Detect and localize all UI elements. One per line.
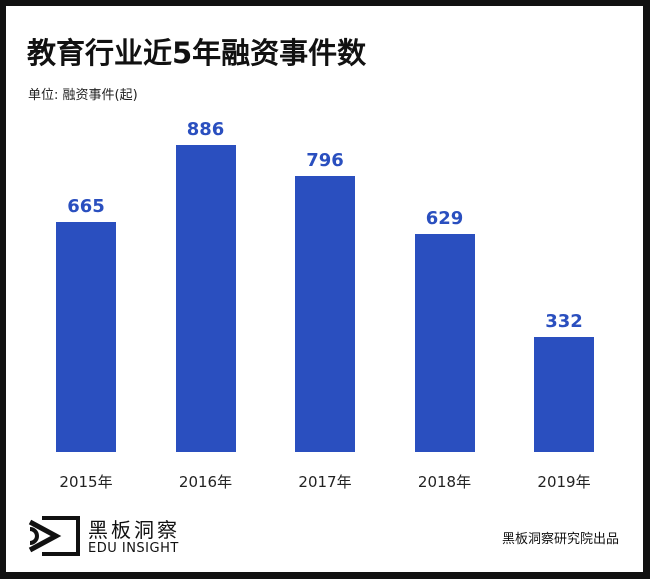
- brand-name-en: EDU INSIGHT: [88, 541, 179, 556]
- x-tick-label: 2019年: [537, 473, 591, 491]
- x-tick-label: 2016年: [178, 473, 233, 491]
- plot-area: 665 2015年 886 2016年 796 2017年 629 2018年 332 2019年: [6, 6, 643, 491]
- bar-2015年: [56, 221, 116, 452]
- data-label: 629: [425, 208, 464, 230]
- bar-2016年: [175, 145, 236, 452]
- edu-insight-logo-icon: [28, 516, 80, 556]
- chart-title: 教育行业近5年融资事件数: [27, 36, 367, 70]
- x-tick-label: 2018年: [417, 473, 472, 491]
- bar-2017年: [295, 176, 355, 452]
- data-label: 886: [186, 119, 225, 140]
- x-tick-label: 2017年: [298, 473, 352, 491]
- data-label: 796: [306, 150, 344, 172]
- source-credit: 黑板洞察研究院出品: [501, 532, 619, 547]
- chart-frame: 教育行业近5年融资事件数 单位: 融资事件(起) 665 2015年 886 2016…: [6, 6, 643, 572]
- unit-label: 单位: 融资事件(起): [28, 88, 138, 103]
- bar-2018年: [414, 234, 475, 452]
- x-tick-label: 2015年: [59, 473, 113, 491]
- bar-2019年: [534, 336, 594, 452]
- data-label: 665: [67, 195, 105, 217]
- brand-name-cn: 黑板洞察: [88, 518, 180, 542]
- data-label: 332: [545, 310, 583, 332]
